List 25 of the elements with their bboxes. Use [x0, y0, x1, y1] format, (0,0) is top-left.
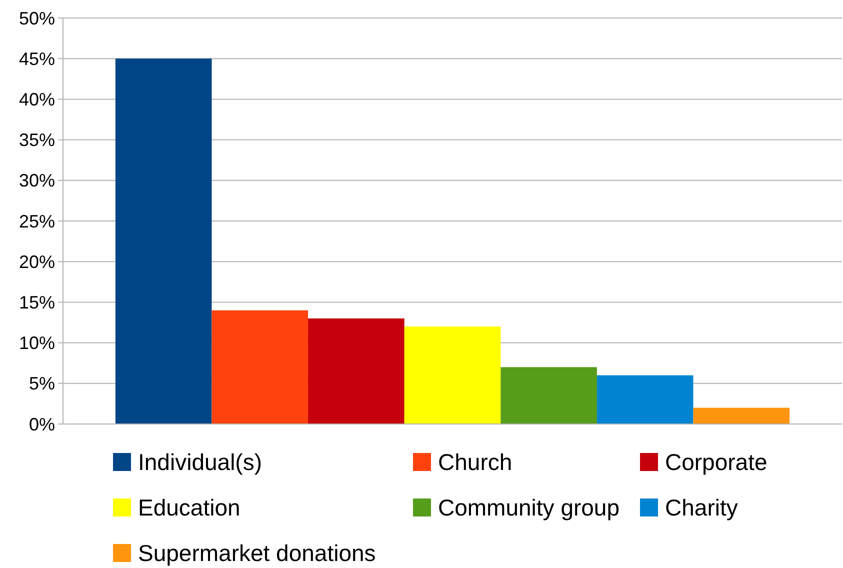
y-tick-label: 5%: [28, 374, 55, 394]
legend-label: Individual(s): [138, 449, 262, 476]
bar: [404, 326, 501, 424]
y-tick-label: 20%: [18, 252, 55, 272]
legend-label: Charity: [665, 494, 738, 521]
y-tick-label: 0%: [28, 414, 55, 434]
y-tick-label: 30%: [18, 170, 55, 191]
legend-label: Corporate: [665, 449, 768, 476]
bar: [500, 367, 597, 424]
bar: [115, 58, 212, 424]
bar: [693, 408, 790, 424]
legend-label: Church: [438, 449, 512, 476]
legend-label: Community group: [438, 494, 620, 521]
bar: [308, 318, 404, 424]
y-tick-label: 40%: [18, 90, 55, 110]
y-tick-label: 45%: [18, 48, 55, 69]
legend-label: Supermarket donations: [138, 540, 376, 566]
bar: [596, 375, 694, 424]
y-tick-label: 35%: [18, 130, 55, 150]
y-tick-label: 15%: [18, 292, 55, 312]
y-tick-label: 10%: [18, 333, 55, 354]
bar: [212, 310, 308, 424]
legend-label: Education: [138, 494, 240, 521]
y-tick-label: 50%: [18, 8, 55, 28]
y-tick-label: 25%: [18, 211, 55, 232]
